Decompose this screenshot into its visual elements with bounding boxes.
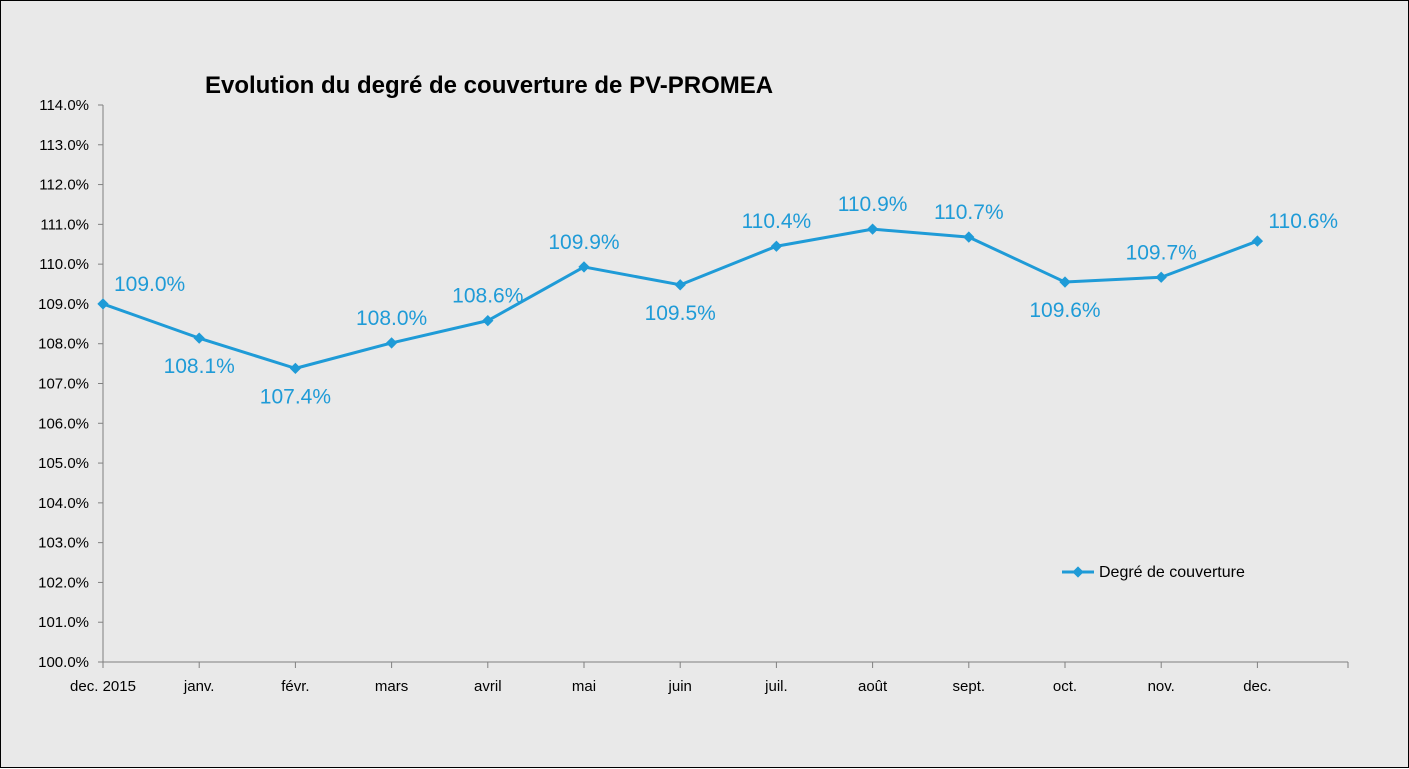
data-label: 110.4%	[742, 210, 812, 233]
x-tick-label: oct.	[1053, 678, 1077, 695]
data-point-marker	[1251, 235, 1264, 247]
x-tick-label: juil.	[764, 678, 788, 695]
data-point-marker	[578, 261, 590, 273]
x-tick-label: févr.	[281, 678, 309, 695]
y-tick-label: 112.0%	[39, 177, 89, 194]
y-tick-label: 105.0%	[38, 455, 89, 472]
data-point-marker	[1155, 271, 1167, 283]
data-label: 110.9%	[838, 193, 908, 216]
x-tick-label: sept.	[953, 678, 986, 695]
chart-title: Evolution du degré de couverture de PV-P…	[205, 72, 773, 99]
data-point-marker	[866, 223, 879, 235]
x-tick-label: avril	[474, 678, 502, 695]
data-label: 109.5%	[645, 302, 716, 325]
data-label: 109.0%	[114, 273, 185, 296]
y-tick-label: 110.0%	[39, 256, 89, 273]
data-point-marker	[482, 314, 494, 327]
legend-marker-icon	[1072, 566, 1084, 578]
x-tick-label: nov.	[1148, 678, 1175, 695]
y-tick-label: 106.0%	[38, 415, 89, 432]
data-label: 109.6%	[1029, 299, 1100, 322]
data-point-marker	[97, 298, 109, 310]
data-point-marker	[193, 332, 205, 344]
data-label: 109.9%	[548, 231, 619, 254]
data-label: 110.7%	[934, 201, 1004, 224]
x-tick-label: janv.	[183, 678, 215, 695]
legend-entry-label: Degré de couverture	[1099, 564, 1245, 581]
series-degre-de-couverture: 109.0% 108.1% 107.4% 108.0% 108.6% 109.9% 109.…	[97, 193, 1338, 408]
data-label: 109.7%	[1126, 241, 1197, 264]
x-tick-label: dec.	[1243, 678, 1271, 695]
data-point-marker	[674, 279, 686, 291]
data-point-marker	[1059, 276, 1071, 288]
data-point-marker	[963, 231, 975, 243]
y-tick-label: 107.0%	[38, 376, 89, 393]
x-axis: dec. 2015 janv. févr. mars avril mai juin juil.…	[70, 661, 1349, 695]
x-tick-label: mai	[572, 678, 596, 695]
data-point-marker	[770, 240, 783, 252]
y-tick-label: 104.0%	[38, 495, 89, 512]
x-tick-label: août	[858, 678, 888, 695]
data-label: 107.4%	[260, 385, 331, 408]
data-label: 108.0%	[356, 307, 427, 330]
y-tick-label: 113.0%	[39, 137, 89, 154]
y-tick-label: 108.0%	[38, 336, 89, 353]
data-point-marker	[385, 337, 398, 349]
x-tick-label: juin	[668, 678, 692, 695]
y-tick-label: 102.0%	[38, 574, 89, 591]
y-tick-label: 109.0%	[38, 296, 89, 313]
x-tick-label: mars	[375, 678, 408, 695]
legend: Degré de couverture	[1062, 564, 1245, 581]
y-tick-label: 100.0%	[38, 654, 89, 671]
y-tick-label: 114.0%	[39, 97, 89, 114]
x-tick-label: dec. 2015	[70, 678, 136, 695]
data-label: 108.6%	[452, 285, 523, 308]
data-point-marker	[289, 362, 302, 375]
data-label: 108.1%	[164, 355, 235, 378]
y-tick-label: 111.0%	[40, 216, 89, 233]
y-tick-label: 101.0%	[38, 614, 89, 631]
data-label: 110.6%	[1268, 210, 1338, 233]
y-tick-label: 103.0%	[38, 535, 89, 552]
y-axis: 100.0% 101.0% 102.0% 103.0% 104.0% 105.0% 106.…	[38, 97, 104, 671]
